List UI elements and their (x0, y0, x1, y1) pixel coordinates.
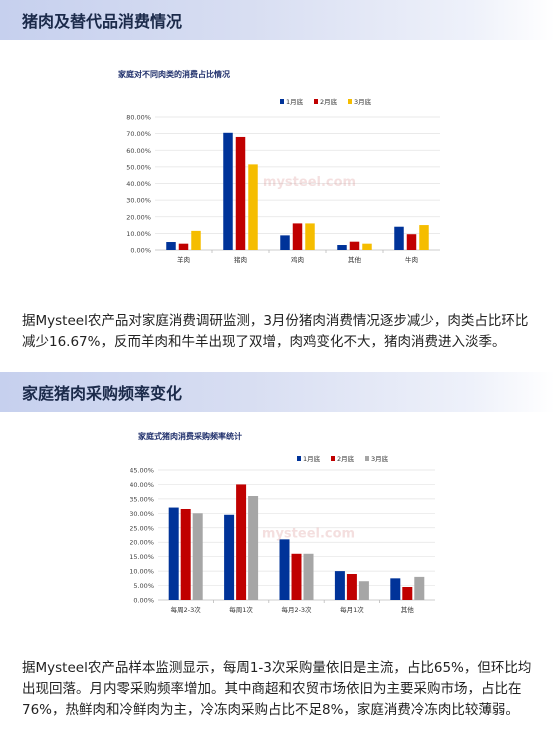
chart1-bar-3-5 (419, 225, 429, 250)
chart2-legend-label-2: 2月底 (337, 454, 355, 463)
chart-1-container: 家庭对不同肉类的消费占比情况 1月底 2月底 3月底 0.00% 10.00% 20.00%… (100, 58, 455, 273)
chart2-y-tick-label: 20.00% (130, 539, 154, 547)
chart2-legend-swatch-2 (331, 456, 335, 461)
chart2-x-tick-label: 每月1次 (340, 605, 364, 614)
chart1-bar-2-4 (349, 241, 360, 250)
chart-1: 家庭对不同肉类的消费占比情况 1月底 2月底 3月底 0.00% 10.00% 20.00%… (118, 69, 440, 264)
chart1-y-tick-label: 80.00% (126, 114, 151, 122)
chart2-x-tick-label: 每周1次 (229, 605, 253, 614)
section-title-2: 家庭猪肉采购频率变化 (22, 384, 183, 403)
chart2-y-tick-label: 10.00% (130, 568, 154, 576)
chart1-bar-2-5 (406, 234, 417, 250)
chart1-bar-1-2 (223, 132, 233, 250)
chart2-bar-1-2 (224, 514, 235, 600)
chart2-y-tick-label: 5.00% (133, 582, 154, 590)
chart2-x-tick-label: 其他 (401, 605, 415, 614)
section-title-1: 猪肉及替代品消费情况 (22, 12, 183, 31)
chart1-legend-swatch-2 (314, 99, 318, 104)
chart1-bar-1-4 (337, 245, 347, 250)
chart2-bar-2-2 (236, 484, 247, 600)
chart1-y-tick-label: 20.00% (126, 213, 151, 221)
section-2-paragraph: 据Mysteel农产品样本监测显示，每周1-3次采购量依旧是主流，占比65%，但… (22, 660, 532, 718)
chart2-bar-1-3 (279, 539, 290, 600)
chart1-bar-2-1 (178, 243, 189, 250)
chart1-y-tick-label: 30.00% (126, 197, 151, 205)
chart1-x-tick-label: 其他 (348, 255, 362, 264)
chart1-legend-label-3: 3月底 (354, 97, 372, 106)
chart1-legend-swatch-1 (280, 99, 284, 104)
chart1-x-tick-label: 鸡肉 (291, 255, 304, 264)
chart2-y-tick-label: 40.00% (130, 481, 154, 489)
chart2-bar-3-4 (358, 581, 369, 600)
chart2-y-tick-label: 15.00% (130, 553, 154, 561)
chart2-bar-2-1 (180, 509, 191, 600)
section-header-1: 猪肉及替代品消费情况 (0, 0, 555, 40)
chart1-y-tick-label: 10.00% (126, 230, 151, 238)
chart1-bar-3-4 (362, 243, 372, 250)
chart1-legend-label-2: 2月底 (320, 97, 338, 106)
chart2-bar-2-3 (291, 553, 302, 600)
chart1-x-tick-label: 牛肉 (405, 255, 418, 264)
chart1-bar-3-3 (305, 223, 315, 250)
chart1-y-tick-label: 0.00% (130, 247, 151, 255)
chart1-y-tick-label: 70.00% (126, 130, 151, 138)
chart2-x-tick-label: 每周2-3次 (171, 605, 202, 614)
chart2-bar-3-2 (248, 496, 259, 600)
chart2-bar-1-1 (168, 507, 179, 600)
chart1-y-tick-label: 40.00% (126, 180, 151, 188)
chart1-bar-2-2 (235, 136, 246, 250)
chart2-y-tick-label: 30.00% (130, 510, 154, 518)
chart2-legend-label-3: 3月底 (371, 454, 389, 463)
chart2-y-tick-label: 0.00% (133, 597, 154, 605)
chart2-legend-swatch-1 (297, 456, 301, 461)
chart1-legend-label-1: 1月底 (286, 97, 304, 106)
chart2-title: 家庭式猪肉消费采购频率统计 (138, 431, 242, 441)
chart1-bar-1-1 (166, 242, 176, 250)
chart2-bar-3-3 (303, 553, 314, 600)
chart-2-container: 家庭式猪肉消费采购频率统计 1月底 2月底 3月底 0.00% 5.00% 10.00% 15… (129, 422, 475, 622)
chart2-x-tick-label: 每月2-3次 (281, 605, 312, 614)
chart2-bar-3-1 (192, 513, 203, 600)
chart2-bar-1-5 (390, 578, 401, 600)
chart2-legend-swatch-3 (365, 456, 369, 461)
section-1-paragraph: 据Mysteel农产品对家庭消费调研监测，3月份猪肉消费情况逐步减少，肉类占比环… (22, 313, 529, 350)
chart2-bar-2-4 (346, 574, 357, 600)
chart2-y-tick-label: 45.00% (130, 467, 154, 475)
chart1-y-tick-label: 50.00% (126, 163, 151, 171)
chart1-bar-1-5 (394, 226, 404, 250)
chart1-y-tick-label: 60.00% (126, 147, 151, 155)
chart1-bar-2-3 (292, 223, 303, 250)
chart2-bar-1-4 (334, 571, 345, 600)
section-header-2: 家庭猪肉采购频率变化 (0, 372, 555, 412)
chart1-legend-swatch-3 (348, 99, 352, 104)
chart2-bar-3-5 (414, 576, 425, 600)
chart1-x-tick-label: 猪肉 (234, 255, 247, 264)
chart2-legend-label-1: 1月底 (303, 454, 321, 463)
chart2-y-tick-label: 35.00% (130, 495, 154, 503)
chart1-bar-3-2 (248, 164, 258, 250)
chart2-watermark: mysteel.com (262, 527, 355, 542)
chart1-watermark: mysteel.com (263, 175, 356, 190)
chart1-bar-3-1 (191, 230, 201, 250)
chart1-x-tick-label: 羊肉 (177, 255, 190, 264)
chart1-title: 家庭对不同肉类的消费占比情况 (118, 69, 230, 79)
chart1-bar-1-3 (280, 235, 290, 250)
chart-2: 家庭式猪肉消费采购频率统计 1月底 2月底 3月底 0.00% 5.00% 10.00% 15… (129, 431, 435, 614)
chart2-y-tick-label: 25.00% (130, 524, 154, 532)
chart2-bar-2-5 (402, 587, 413, 600)
